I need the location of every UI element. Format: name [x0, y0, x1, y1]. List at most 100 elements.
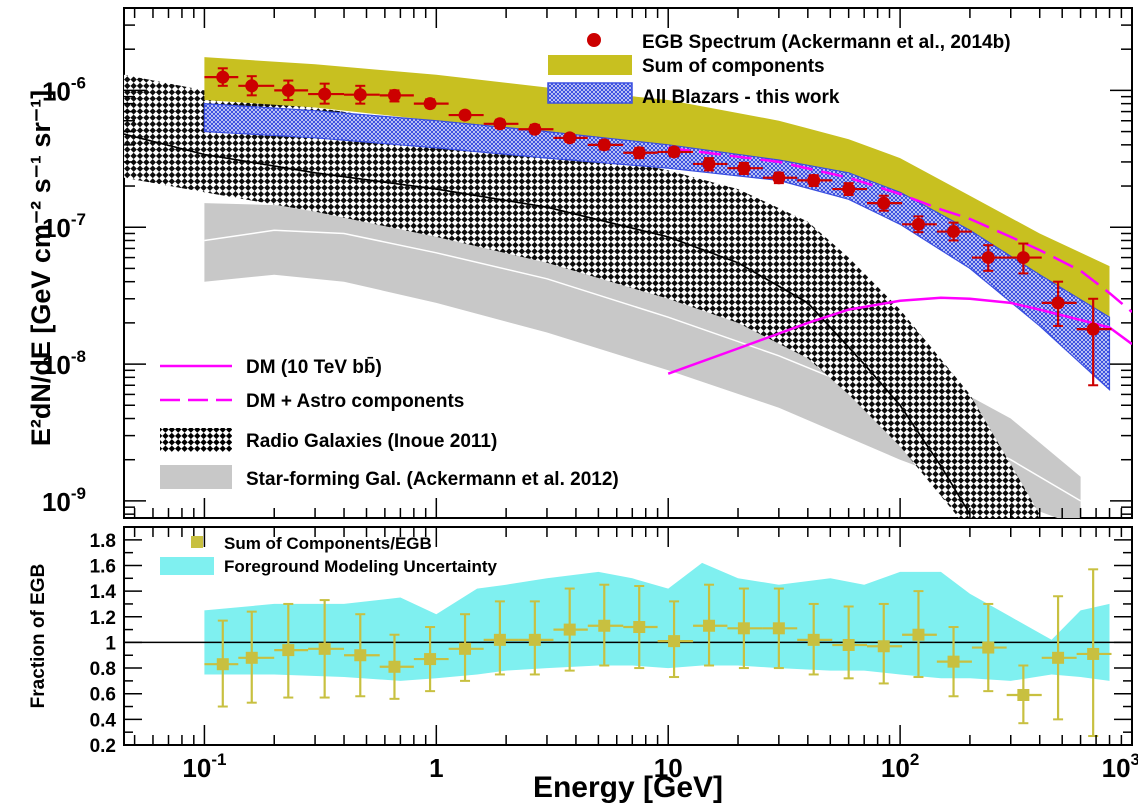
ratio-marker: [877, 640, 890, 653]
ratio-point: [762, 587, 798, 670]
ratio-point: [344, 613, 380, 698]
radio-galaxies-band: [124, 74, 1040, 518]
legend-blazar-label: All Blazars - this work: [642, 87, 840, 108]
egb-marker: [632, 146, 646, 160]
legend-sum-label: Sum of components: [642, 56, 825, 77]
ratio-marker: [737, 622, 750, 635]
ratio-marker: [598, 619, 611, 632]
egb-point: [308, 82, 345, 105]
egb-marker: [772, 171, 786, 185]
x-tick-exponent: -1: [211, 750, 226, 769]
legend-radio-swatch: [160, 428, 232, 452]
x-tick-label: 103: [1102, 750, 1138, 783]
ratio-marker: [388, 660, 401, 673]
egb-marker: [807, 173, 821, 187]
ratio-point: [657, 600, 694, 679]
blazars-band: [203, 102, 1111, 392]
ratio-point: [971, 602, 1007, 693]
egb-point: [483, 117, 519, 131]
ratio-point: [274, 602, 309, 699]
ratio-point: [379, 633, 414, 700]
ratio-point: [553, 587, 588, 672]
ratio-marker: [245, 651, 258, 664]
y-tick-exponent: -7: [71, 210, 86, 229]
egb-point: [902, 215, 937, 234]
ratio-marker: [982, 641, 995, 654]
legend-foreground-swatch: [160, 557, 214, 575]
ratio-point: [1006, 664, 1042, 725]
ratio-point: [448, 613, 484, 682]
egb-marker: [667, 145, 681, 159]
ratio-marker: [424, 653, 437, 666]
y-tick-exponent: -8: [71, 347, 86, 366]
egb-point: [657, 145, 694, 159]
ratio-y-tick-label: 0.6: [90, 685, 116, 706]
ratio-y-tick-label: 1.2: [90, 608, 116, 629]
egb-point: [936, 221, 972, 242]
egb-point: [623, 146, 658, 160]
egb-marker: [737, 161, 751, 175]
x-tick-label: 10-1: [182, 750, 226, 783]
ratio-marker: [912, 628, 925, 641]
legend-starforming-label: Star-forming Gal. (Ackermann et al. 2012…: [246, 469, 619, 490]
y-tick-exponent: -6: [71, 73, 86, 92]
legend-blazar-swatch: [547, 82, 633, 104]
ratio-plot-area: [124, 562, 1132, 738]
ratio-y-tick-label: 1: [105, 633, 116, 654]
egb-marker: [1051, 296, 1065, 310]
ratio-point: [832, 605, 868, 680]
egb-marker: [423, 97, 437, 111]
egb-point: [518, 122, 554, 136]
egb-marker: [458, 108, 472, 122]
radio-galaxies-central-line: [124, 133, 971, 515]
starforming-band: [204, 203, 1081, 518]
ratio-marker: [354, 649, 367, 662]
ratio-point: [483, 600, 519, 676]
ratio-marker: [633, 621, 646, 634]
spectrum-axis-ticks: 10-910-810-710-6: [42, 7, 1133, 518]
dm-astro-curve: [668, 146, 1132, 313]
ratio-y-tick-label: 0.2: [90, 736, 116, 757]
egb-point: [1041, 280, 1077, 327]
egb-marker: [842, 182, 856, 196]
egb-marker: [563, 131, 577, 145]
ratio-point: [308, 599, 345, 699]
egb-point: [274, 79, 309, 102]
egb-marker: [528, 122, 542, 136]
spectrum-y-axis-label: E²dN/dE [GeV cm⁻² s⁻¹ sr⁻¹]: [26, 90, 56, 446]
egb-point: [867, 194, 903, 212]
ratio-point: [623, 584, 658, 670]
spectrum-panel: 10-910-810-710-6 E²dN/dE [GeV cm⁻² s⁻¹ s…: [26, 7, 1133, 519]
egb-point: [1006, 242, 1042, 275]
ratio-point: [587, 583, 624, 667]
egb-point: [204, 67, 239, 87]
egb-marker: [318, 87, 332, 101]
ratio-y-tick-label: 0.8: [90, 659, 116, 680]
egb-marker: [1086, 322, 1100, 336]
legend-egb-label: EGB Spectrum (Ackermann et al., 2014b): [642, 32, 1011, 53]
ratio-panel: 0.2 0.4 0.6 0.8 1 1.2 1.4 1.6 1.8 10-1 1 10 102 103 F…: [28, 526, 1138, 783]
ratio-point: [1076, 568, 1112, 738]
egb-point: [797, 173, 833, 188]
x-tick-label: 102: [881, 750, 919, 783]
ratio-legend: Sum of Components/EGB Foreground Modelin…: [160, 534, 497, 576]
x-tick-label: 10: [654, 753, 683, 783]
egb-point: [448, 108, 484, 122]
y-tick-exponent: -9: [71, 484, 86, 503]
egb-marker: [245, 79, 259, 93]
ratio-y-tick-label: 1.6: [90, 556, 116, 577]
y-tick-label: 10-6: [42, 73, 86, 106]
x-axis-label: Energy [GeV]: [533, 771, 723, 804]
egb-point: [727, 161, 763, 175]
dm-curve: [667, 296, 1132, 375]
ratio-point: [238, 610, 275, 704]
ratio-marker: [842, 638, 855, 651]
x-tick-label: 1: [429, 753, 443, 783]
legend-foreground-label: Foreground Modeling Uncertainty: [224, 557, 497, 576]
ratio-marker: [1052, 651, 1065, 664]
ratio-marker: [493, 633, 506, 646]
ratio-point: [204, 619, 239, 708]
ratio-point: [413, 626, 449, 693]
egb-point: [553, 131, 588, 145]
